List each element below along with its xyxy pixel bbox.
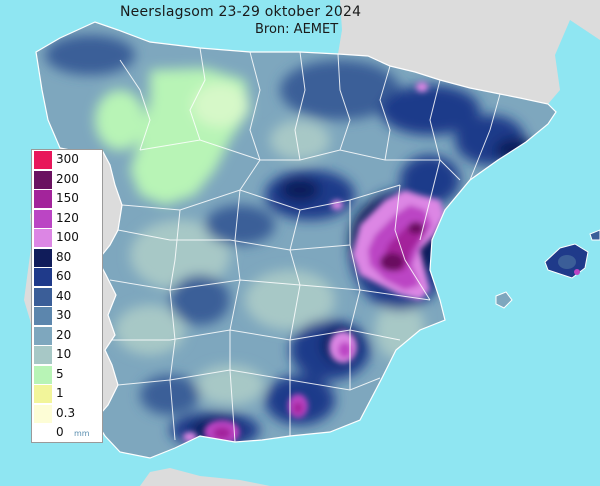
legend-label: 60 — [56, 269, 72, 283]
legend-label: 0 — [56, 425, 64, 439]
legend-item: 30 — [32, 306, 102, 327]
legend-label: 0.3 — [56, 405, 76, 420]
legend-swatch — [34, 365, 52, 384]
legend-item: 40 — [32, 287, 102, 308]
legend-label: 80 — [56, 249, 72, 264]
legend-item: 300 — [32, 150, 102, 171]
legend-label: 1 — [56, 386, 64, 400]
legend-swatch — [34, 424, 52, 442]
africa-land — [140, 468, 270, 486]
legend-item: 100 — [32, 228, 102, 249]
province-borders — [109, 47, 501, 443]
legend-swatch — [34, 151, 52, 169]
legend-swatch — [34, 346, 52, 364]
legend-label: 10 — [56, 347, 72, 361]
legend-item: 200 — [32, 170, 102, 191]
legend-swatch — [34, 307, 52, 325]
legend-swatch — [34, 170, 52, 189]
legend-swatch — [34, 229, 52, 247]
legend-label: 30 — [56, 308, 72, 322]
legend-swatch — [34, 190, 52, 208]
legend-swatch — [34, 326, 52, 345]
legend-label: 300 — [56, 152, 79, 166]
legend-label: 120 — [56, 210, 79, 225]
map-title: Neerslagsom 23-29 oktober 2024 — [120, 4, 362, 20]
legend-item: 5 — [32, 365, 102, 386]
legend-item: 150 — [32, 189, 102, 210]
legend-unit: mm — [74, 429, 90, 438]
legend-label: 20 — [56, 327, 72, 342]
legend-swatch — [34, 385, 52, 403]
legend-item: 60 — [32, 267, 102, 288]
legend-label: 40 — [56, 288, 72, 303]
legend-swatch — [34, 248, 52, 267]
legend-item: 0.3 — [32, 404, 102, 425]
balearic-islands — [495, 229, 600, 309]
france-land — [338, 0, 600, 104]
legend-item: 1 — [32, 384, 102, 405]
legend-label: 100 — [56, 230, 79, 244]
spain-outline — [35, 21, 557, 459]
legend-swatch — [34, 209, 52, 228]
legend-swatch — [34, 404, 52, 423]
legend-item: 0 — [32, 423, 102, 444]
legend-item: 10 — [32, 345, 102, 366]
legend-item: 20 — [32, 326, 102, 347]
map-source: Bron: AEMET — [255, 22, 339, 37]
legend-swatch — [34, 287, 52, 306]
legend-label: 5 — [56, 366, 64, 381]
legend-label: 150 — [56, 191, 79, 205]
precipitation-legend: 300 200 150 120 100 80 60 40 30 20 10 5 1 0.3 0 mm — [31, 149, 103, 443]
legend-swatch — [34, 268, 52, 286]
legend-item: 120 — [32, 209, 102, 230]
legend-item: 80 — [32, 248, 102, 269]
legend-label: 200 — [56, 171, 79, 186]
